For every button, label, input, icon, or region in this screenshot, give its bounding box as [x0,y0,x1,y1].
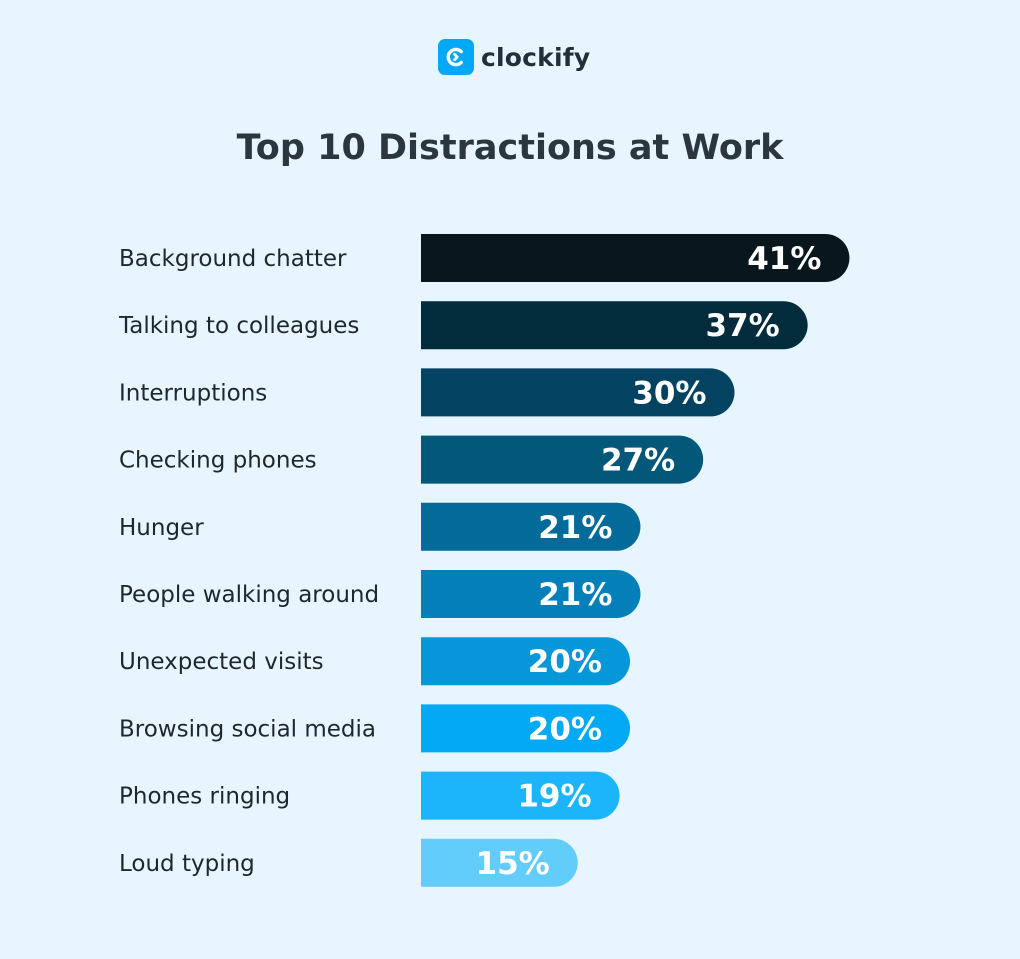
bar-row: Hunger 21% [119,502,641,551]
category-label: Checking phones [119,448,317,474]
bar [421,771,620,820]
category-label: Background chatter [119,246,347,272]
bar [421,502,641,551]
bar-row: Talking to colleagues 37% [118,301,808,350]
bar [421,570,641,618]
bar-row: Browsing social media 20% [119,704,630,753]
category-label: Phones ringing [119,784,290,810]
bar-row: Loud typing 15% [119,838,578,887]
value-label: 21% [538,510,612,546]
bar-row: Background chatter 41% [119,234,850,282]
category-label: Browsing social media [119,716,376,742]
chart-title: Top 10 Distractions at Work [236,128,784,168]
value-label: 19% [517,779,591,815]
value-label: 41% [747,241,821,277]
category-label: Hunger [119,515,204,541]
bar [421,234,850,282]
category-label: Talking to colleagues [118,313,359,339]
value-label: 20% [528,711,602,747]
bars-layer: Background chatter 41% Talking to colleagu… [118,234,850,887]
category-label: People walking around [119,582,379,608]
value-label: 27% [601,443,675,479]
category-label: Unexpected visits [119,649,324,675]
clockify-logo-icon [438,39,474,75]
value-label: 37% [705,308,779,344]
brand-name: clockify [481,42,591,72]
bar [421,637,630,686]
clockify-logo: clockify [438,38,590,76]
bar-row: People walking around 21% [119,570,641,618]
bar [421,838,578,887]
category-label: Interruptions [119,380,267,406]
category-label: Loud typing [119,851,255,877]
value-label: 30% [632,375,706,411]
value-label: 15% [476,846,550,882]
value-label: 21% [538,577,612,613]
bar [421,301,808,350]
bar-row: Phones ringing 19% [119,771,620,820]
bar [421,435,704,484]
bar-row: Checking phones 27% [119,435,704,484]
bar [421,704,630,753]
bar-row: Interruptions 30% [119,368,735,417]
bar [421,368,735,417]
bar-row: Unexpected visits 20% [119,637,630,686]
value-label: 20% [528,644,602,680]
